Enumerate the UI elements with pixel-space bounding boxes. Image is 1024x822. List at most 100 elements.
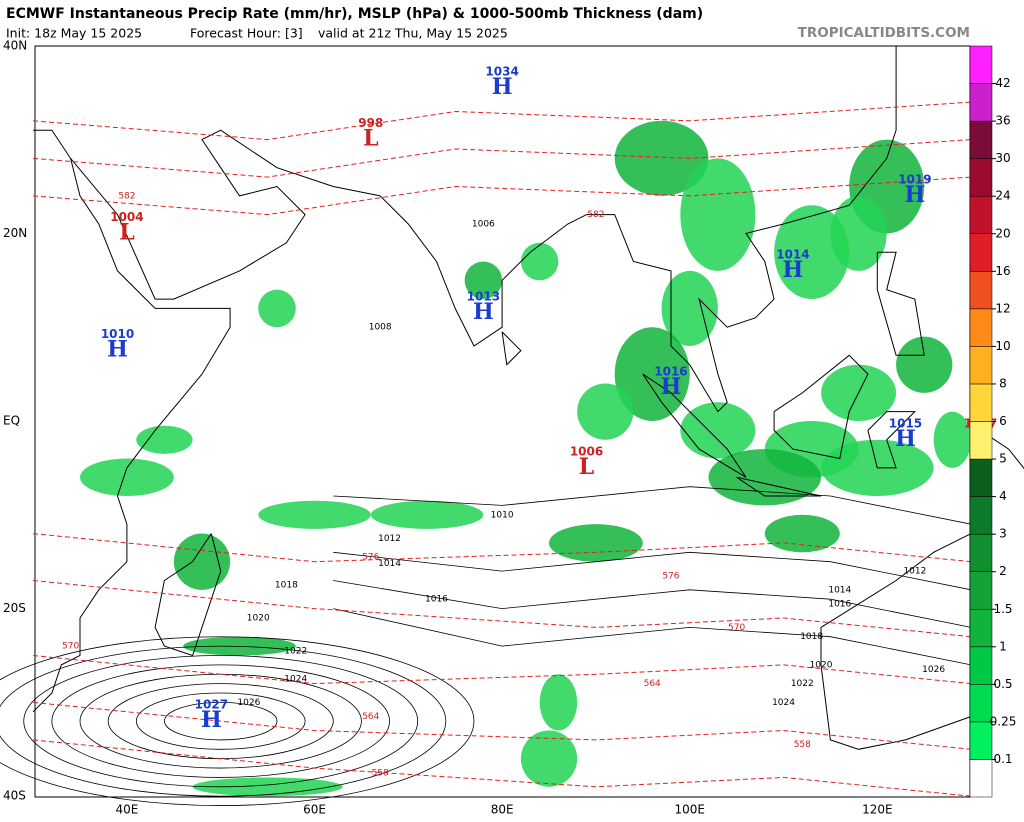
center-letter: L (579, 454, 594, 480)
colorbar-segment (970, 271, 992, 309)
isobar-label: 1010 (491, 510, 514, 520)
colorbar-segment (970, 422, 992, 460)
precip-area (708, 449, 821, 505)
precip-area (549, 524, 643, 562)
isobar-label: 1008 (369, 323, 392, 333)
colorbar-segment (970, 572, 992, 610)
thickness-label: 564 (362, 712, 379, 722)
colorbar-label: 30 (995, 151, 1010, 165)
lon-label: 80E (491, 803, 514, 817)
thickness-label: 576 (662, 571, 679, 581)
colorbar-label: 3 (999, 527, 1007, 541)
lon-label: 60E (303, 803, 326, 817)
colorbar-segment (970, 84, 992, 122)
isobar-label: 1024 (284, 674, 307, 684)
colorbar-segment (970, 121, 992, 159)
precip-area (258, 501, 371, 529)
center-letter: H (895, 426, 916, 452)
lat-label: 20N (3, 226, 27, 240)
precip-area (577, 383, 633, 439)
lat-label: 40N (3, 38, 27, 52)
isobar-label: 1016 (828, 599, 851, 609)
thickness-label: 570 (728, 623, 745, 633)
thickness-label: 558 (794, 740, 811, 750)
center-letter: H (492, 74, 513, 100)
colorbar-label: 1 (999, 639, 1007, 653)
isobar-label: 1016 (425, 595, 448, 605)
center-letter: H (904, 182, 925, 208)
colorbar-segment (970, 647, 992, 685)
colorbar-label: 1.5 (993, 602, 1012, 616)
precip-area (371, 501, 484, 529)
isobar-label: 1012 (903, 567, 926, 577)
precip-area (136, 426, 192, 454)
colorbar-segment (970, 534, 992, 572)
colorbar-label: 5 (999, 452, 1007, 466)
lat-label: EQ (3, 414, 20, 428)
colorbar-segment (970, 609, 992, 647)
colorbar-label: 10 (995, 339, 1010, 353)
thickness-label: 582 (118, 191, 135, 201)
isobar-label: 1020 (247, 613, 270, 623)
colorbar-segment (970, 196, 992, 234)
site: TROPICALTIDBITS.COM (798, 25, 970, 41)
map-frame (35, 46, 970, 797)
colorbar-label: 36 (995, 114, 1010, 128)
colorbar-label: 6 (999, 414, 1007, 428)
colorbar-segment (970, 46, 992, 84)
colorbar-label: 0.5 (993, 677, 1012, 691)
colorbar-segment (970, 497, 992, 535)
thickness-label: 576 (362, 553, 379, 563)
colorbar-label: 16 (995, 264, 1010, 278)
precip-area (80, 459, 174, 497)
colorbar-label: 42 (995, 76, 1010, 90)
precip-area (540, 674, 578, 730)
colorbar-segment (970, 459, 992, 497)
precip-area (174, 534, 230, 590)
center-letter: H (473, 299, 494, 325)
precip-area (896, 337, 952, 393)
isobar-label: 1014 (828, 585, 851, 595)
isobar-label: 1012 (378, 534, 401, 544)
title: ECMWF Instantaneous Precip Rate (mm/hr),… (6, 6, 703, 22)
isobar-label: 1018 (275, 581, 298, 591)
isobar-label: 1026 (237, 698, 260, 708)
precip-area (830, 196, 886, 271)
thickness-label: 558 (372, 768, 389, 778)
lat-label: 20S (3, 601, 26, 615)
forecast-hour: Forecast Hour: [3] (190, 26, 303, 41)
isobar-label: 1006 (472, 220, 495, 230)
colorbar-label: 0.25 (990, 714, 1017, 728)
colorbar-label: 8 (999, 376, 1007, 390)
lon-label: 40E (115, 803, 138, 817)
colorbar-label: 24 (995, 189, 1010, 203)
isobar-label: 1018 (800, 632, 823, 642)
isobar-label: 1014 (378, 559, 401, 569)
valid-time: valid at 21z Thu, May 15 2025 (318, 26, 508, 41)
thickness-label: 564 (644, 679, 661, 689)
precip-area (765, 515, 840, 553)
center-letter: L (363, 126, 378, 152)
center-letter: H (661, 374, 682, 400)
colorbar-label: 0.1 (993, 752, 1012, 766)
colorbar-segment (970, 234, 992, 272)
center-letter: H (201, 707, 222, 733)
colorbar-segment (970, 346, 992, 384)
center-letter: H (107, 337, 128, 363)
center-letter: L (119, 219, 134, 245)
colorbar-label: 20 (995, 226, 1010, 240)
colorbar-segment (970, 759, 992, 797)
isobar-label: 1022 (284, 646, 307, 656)
isobar-label: 1022 (791, 679, 814, 689)
precip-area (680, 158, 755, 271)
isobar-label: 1024 (772, 698, 795, 708)
colorbar-segment (970, 384, 992, 422)
colorbar-label: 4 (999, 489, 1007, 503)
colorbar-label: 2 (999, 564, 1007, 578)
thickness-label: 570 (62, 642, 79, 652)
colorbar-segment (970, 159, 992, 197)
lon-label: 100E (674, 803, 705, 817)
lon-label: 120E (862, 803, 893, 817)
colorbar-segment (970, 309, 992, 347)
